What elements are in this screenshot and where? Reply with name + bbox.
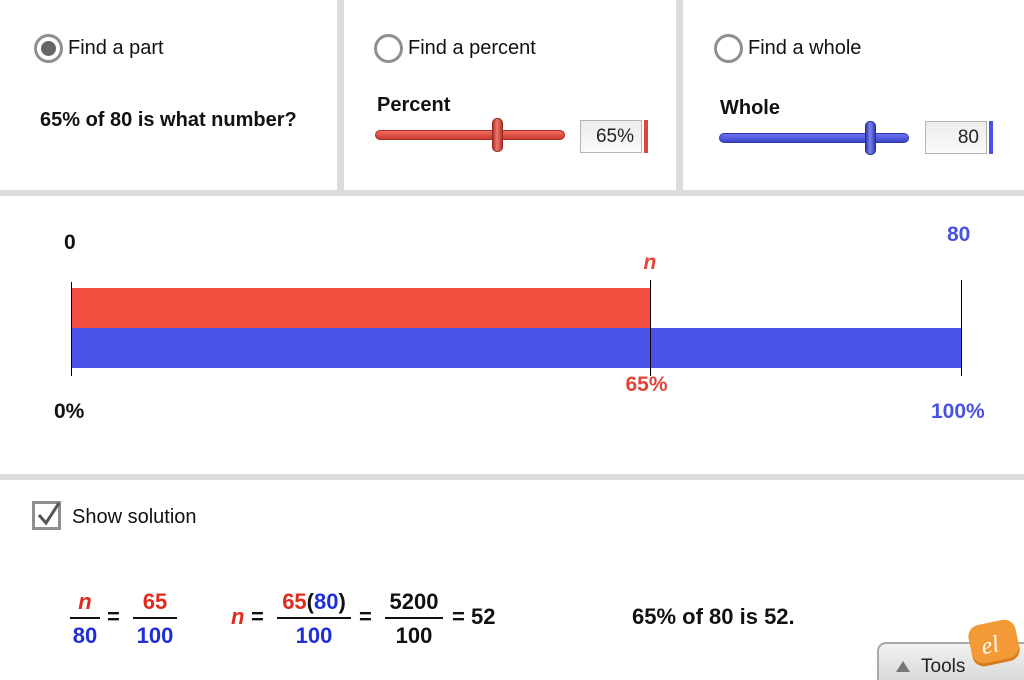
checkmark-icon [37,502,61,526]
end-tick [961,280,962,376]
logo-mark: el [979,631,1002,660]
fraction-n-over-80: n 80 [70,589,100,649]
radio-find-a-percent[interactable]: Find a percent [374,34,536,63]
top-panel-divider [0,190,1024,196]
diagram-part-percent-label: 65% [625,373,668,396]
numerator: 65(80) [282,589,346,614]
diagram-zero-label: 0 [64,231,76,254]
numerator: 5200 [389,589,439,614]
equals-sign: = [107,604,120,629]
diagram-divider [0,474,1024,480]
fraction-65-times-80-over-100: 65(80) 100 [277,589,351,649]
start-tick [71,282,72,376]
part-bar [71,288,650,328]
show-solution-checkbox[interactable] [32,501,61,530]
expand-arrow-icon [896,661,910,672]
diagram-part-label: n [643,251,657,274]
radio-label: Find a whole [748,37,862,59]
fraction-65-over-100: 65 100 [133,589,177,649]
radio-unselected-icon [714,34,743,63]
radio-selected-icon [34,34,63,63]
whole-slider-title: Whole [720,97,780,119]
diagram-zero-percent-label: 0% [54,400,85,423]
whole-color-indicator [989,121,993,154]
solution-result: = 52 [452,604,496,629]
denominator: 80 [72,623,98,648]
percent-slider-title: Percent [377,94,451,116]
diagram-whole-label: 80 [947,223,971,246]
diagram-hundred-percent-label: 100% [931,400,985,423]
denominator: 100 [395,623,433,648]
tools-label: Tools [921,656,966,677]
denominator: 100 [136,623,174,648]
radio-find-a-part[interactable]: Find a part [34,34,164,63]
show-solution-label: Show solution [72,506,197,528]
numerator: n [78,589,92,614]
solution-statement: 65% of 80 is 52. [632,604,795,629]
gizmo-logo-icon: el [966,617,1022,669]
svg-text:el: el [979,631,1002,660]
part-tick [649,280,651,376]
question-text: 65% of 80 is what number? [40,109,297,131]
equals-sign: = [359,604,372,629]
panel-divider-1 [337,0,344,190]
percent-value-field[interactable]: 65% [580,120,642,153]
radio-find-a-whole[interactable]: Find a whole [714,34,861,63]
whole-slider-thumb[interactable] [865,121,876,155]
numerator: 65 [142,589,168,614]
whole-bar [71,328,961,368]
percent-slider-track[interactable] [375,130,565,140]
whole-value-field[interactable]: 80 [925,121,987,154]
fraction-5200-over-100: 5200 100 [385,589,443,649]
percent-color-indicator [644,120,648,153]
variable-n: n [231,604,245,629]
panel-divider-2 [676,0,683,190]
radio-label: Find a part [68,37,164,59]
denominator: 100 [295,623,333,648]
percent-slider-thumb[interactable] [492,118,503,152]
radio-label: Find a percent [408,37,536,59]
whole-slider-track[interactable] [719,133,909,143]
equals-sign: = [251,604,264,629]
radio-unselected-icon [374,34,403,63]
